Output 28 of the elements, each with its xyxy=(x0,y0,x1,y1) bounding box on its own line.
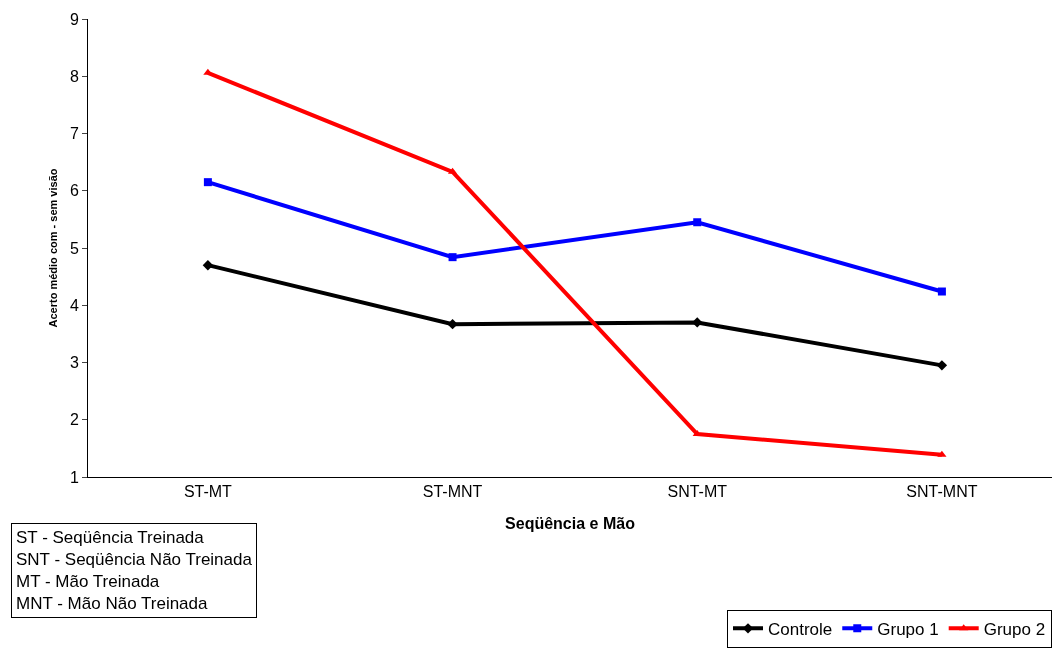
x-tick-label: ST-MNT xyxy=(422,483,483,501)
point xyxy=(937,287,946,296)
y-tick-label: 8 xyxy=(69,67,79,85)
y-tick-label: 5 xyxy=(69,239,79,257)
y-tick-label: 1 xyxy=(69,468,79,486)
text: ST - Seqüência Treinada SNT - Seqüência Não Treinada MT - Mão Treinada MNT - Mão Não Treinada xyxy=(16,528,253,614)
y-tick-label: 4 xyxy=(69,296,79,314)
point xyxy=(693,218,702,227)
y-tick-label: 9 xyxy=(69,10,79,28)
point xyxy=(202,259,214,271)
y-tick-label: 2 xyxy=(69,411,79,429)
legend-label: Grupo 1 xyxy=(877,620,939,639)
x-axis-title: Seqüência e Mão xyxy=(505,514,636,532)
x-tick-label: SNT-MNT xyxy=(906,483,978,501)
y-tick-label: 7 xyxy=(69,125,79,143)
y-tick-label: 6 xyxy=(69,182,79,200)
point xyxy=(936,360,948,371)
y-axis-title: Acerto médio com - sem visão xyxy=(46,168,59,328)
x-tick-label: ST-MT xyxy=(183,483,233,501)
point xyxy=(692,317,703,328)
x-tick-label: SNT-MT xyxy=(667,483,728,501)
point xyxy=(203,178,212,187)
y-tick-label: 3 xyxy=(69,354,79,372)
legend-label: Controle xyxy=(768,620,833,639)
point xyxy=(937,450,947,457)
point xyxy=(447,318,458,330)
point xyxy=(448,253,457,262)
legend-label: Grupo 2 xyxy=(983,620,1046,639)
